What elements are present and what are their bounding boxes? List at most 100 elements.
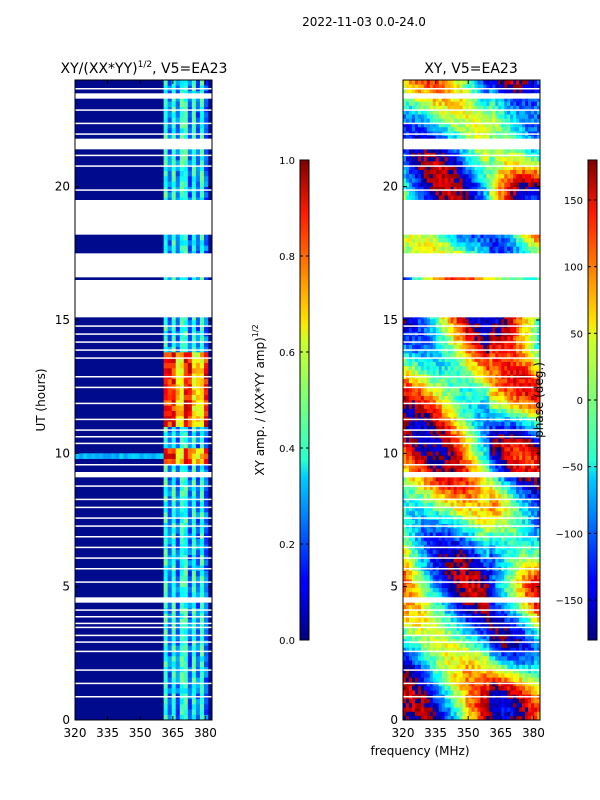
right-heatmap-cell <box>403 592 407 597</box>
right-heatmap-cell <box>435 348 440 354</box>
right-heatmap-cell <box>471 557 475 563</box>
right-heatmap-cell <box>456 638 460 644</box>
right-heatmap-cell <box>453 510 457 516</box>
left-heatmap-cell <box>175 320 181 326</box>
right-heatmap-cell <box>438 647 443 653</box>
right-heatmap-cell <box>414 690 419 695</box>
right-heatmap-cell <box>411 173 416 179</box>
right-heatmap-cell <box>411 318 416 324</box>
right-heatmap-cell <box>450 626 454 631</box>
right-heatmap-cell <box>456 536 460 542</box>
right-heatmap-cell <box>447 276 451 281</box>
right-heatmap-cell <box>444 698 448 704</box>
left-heatmap-cell <box>163 325 168 331</box>
left-heatmap-cell <box>187 96 193 102</box>
right-heatmap-cell <box>423 336 428 341</box>
right-heatmap-cell <box>447 664 451 670</box>
right-heatmap-cell <box>423 182 428 187</box>
right-heatmap-cell <box>429 464 434 469</box>
right-heatmap-cell <box>411 122 416 128</box>
right-heatmap-cell <box>462 336 466 341</box>
right-heatmap-cell <box>429 630 434 635</box>
right-heatmap-cell <box>468 169 472 175</box>
right-heatmap-cell <box>435 532 440 537</box>
right-heatmap-cell <box>450 557 454 563</box>
y-tick-label: 20 <box>55 180 70 194</box>
right-heatmap-cell <box>468 421 472 426</box>
left-heatmap-cell <box>203 453 209 459</box>
left-heatmap-cell <box>171 602 177 609</box>
right-heatmap-cell <box>459 600 463 606</box>
right-heatmap-cell <box>403 365 407 371</box>
left-heatmap-cell <box>167 133 173 139</box>
right-heatmap-cell <box>456 613 460 618</box>
left-heatmap-cell <box>195 357 201 363</box>
right-heatmap-cell <box>423 365 428 371</box>
right-heatmap-cell <box>450 715 454 720</box>
right-heatmap-cell <box>408 485 413 490</box>
right-heatmap-cell <box>426 540 431 546</box>
left-heatmap-cell <box>195 112 201 118</box>
left-heatmap-cell <box>199 448 205 454</box>
right-heatmap-cell <box>429 570 434 576</box>
left-heatmap-cell <box>179 602 185 609</box>
right-heatmap-cell <box>444 617 448 623</box>
right-heatmap-cell <box>450 660 454 665</box>
left-heatmap-cell <box>187 490 193 497</box>
right-heatmap-cell <box>465 135 469 141</box>
right-heatmap-cell <box>468 498 472 503</box>
right-heatmap-cell <box>435 604 440 610</box>
right-heatmap-cell <box>453 348 457 354</box>
left-heatmap-cell <box>171 650 177 657</box>
right-heatmap-cell <box>462 715 466 720</box>
left-heatmap-cell <box>183 661 189 667</box>
right-heatmap-cell <box>432 122 437 128</box>
right-heatmap-cell <box>426 246 431 251</box>
right-heatmap-cell <box>408 97 413 102</box>
right-heatmap-cell <box>426 438 431 443</box>
right-heatmap-cell <box>471 361 475 367</box>
right-heatmap-cell <box>417 711 422 717</box>
right-heatmap-cell <box>447 528 451 533</box>
right-heatmap-cell <box>444 135 448 141</box>
right-heatmap-cell <box>411 250 416 256</box>
right-heatmap-cell <box>405 97 410 102</box>
right-heatmap-cell <box>414 698 419 704</box>
right-heatmap-cell <box>403 634 407 640</box>
left-panel: XY/(XX*YY)1/2, V5=EA23 320 335 350 365 380 0… <box>34 60 227 740</box>
right-heatmap-cell <box>438 353 443 358</box>
right-heatmap-cell <box>405 562 410 567</box>
left-heatmap-cell <box>203 320 209 326</box>
left-heatmap-cell <box>167 170 173 177</box>
left-heatmap-cell <box>179 704 185 710</box>
right-heatmap-cell <box>450 455 454 461</box>
right-heatmap-cell <box>438 365 443 371</box>
right-heatmap-cell <box>417 276 422 281</box>
right-heatmap-cell <box>432 190 437 196</box>
right-heatmap-cell <box>414 660 419 665</box>
right-heatmap-cell <box>426 549 431 554</box>
right-heatmap-cell <box>435 148 440 153</box>
right-heatmap-cell <box>417 455 422 461</box>
left-heatmap-cell <box>195 698 201 705</box>
left-heatmap-cell <box>183 368 189 374</box>
right-heatmap-cell <box>438 165 443 170</box>
right-heatmap-cell <box>403 685 407 691</box>
right-heatmap-cell <box>408 361 413 367</box>
right-heatmap-cell <box>444 690 448 695</box>
left-heatmap-cell <box>163 661 168 667</box>
left-heatmap-cell <box>163 149 168 155</box>
left-heatmap-cell <box>183 490 189 497</box>
right-heatmap-cell <box>408 391 413 397</box>
left-heatmap-cell <box>187 650 193 657</box>
right-heatmap-cell <box>468 536 472 542</box>
data-gap <box>75 200 212 235</box>
right-heatmap-cell <box>435 412 440 418</box>
left-heatmap-cell <box>191 528 197 534</box>
right-heatmap-cell <box>426 553 431 559</box>
right-heatmap-cell <box>444 468 448 473</box>
right-heatmap-cell <box>411 519 416 525</box>
right-heatmap-cell <box>411 613 416 618</box>
right-heatmap-cell <box>403 84 407 89</box>
right-heatmap-cell <box>417 600 422 606</box>
